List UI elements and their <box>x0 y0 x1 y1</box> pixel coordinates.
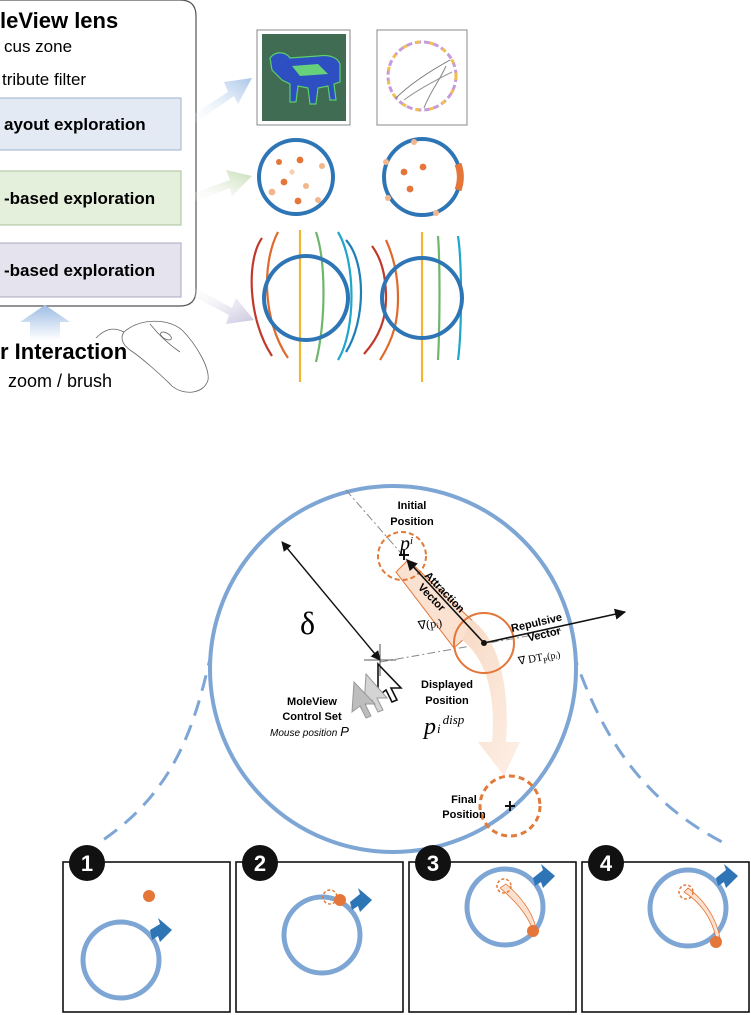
control-set-label-line2: Control Set <box>282 711 342 723</box>
step-number-2: 2 <box>254 851 266 876</box>
step-number-3: 3 <box>427 851 439 876</box>
interaction-up-arrow <box>20 305 70 340</box>
displayed-position-label-line1: Displayed <box>421 679 473 691</box>
lens-diagram: δ Initial Position pi Attrac <box>99 484 731 854</box>
lens-item-focus-zone: cus zone <box>4 37 72 56</box>
final-position-label-line2: Position <box>442 809 486 821</box>
step-panel-2: 2 <box>235 845 404 1013</box>
final-trail-arrow <box>462 620 520 776</box>
lens-panel-frame <box>0 0 197 307</box>
mode-point-box <box>0 170 182 226</box>
point-example-2 <box>382 137 464 217</box>
p-i-symbol: pi <box>398 533 413 555</box>
step-badge-2 <box>242 845 278 881</box>
mode-layout-box <box>0 97 182 151</box>
step-badge-4 <box>588 845 624 881</box>
mode-point-label: -based exploration <box>4 189 155 208</box>
lens-panel-title: leView lens <box>0 8 118 33</box>
displayed-position-label-line2: Position <box>425 695 469 707</box>
step-badge-1 <box>69 845 105 881</box>
user-interaction: r Interaction zoom / brush <box>0 305 209 393</box>
attraction-vector-arrow <box>406 559 485 644</box>
final-position-circle <box>478 774 542 838</box>
panel-connectors <box>185 78 254 324</box>
point-example-1 <box>257 138 335 216</box>
control-set-cursors <box>351 644 403 719</box>
lens-item-attribute-filter: tribute filter <box>2 70 86 89</box>
interaction-title: r Interaction <box>0 339 127 364</box>
control-set-label-line1: MoleView <box>287 696 337 708</box>
mode-layout-label: ayout exploration <box>4 115 146 134</box>
mode-edge-box <box>0 242 182 298</box>
displayed-position-circle <box>453 612 515 674</box>
step-panel-1: 1 <box>62 845 231 1013</box>
layout-connector-arrow <box>185 78 252 126</box>
mode-edge-label: -based exploration <box>4 261 155 280</box>
lens-circle <box>208 484 578 854</box>
interaction-subtitle: zoom / brush <box>8 371 112 391</box>
step-number-4: 4 <box>600 851 613 876</box>
edge-example-2 <box>363 232 464 382</box>
final-position-cross <box>505 801 515 811</box>
repulsive-formula: ∇ DTP(pᵢ) <box>516 649 561 670</box>
left-dashed-flank <box>99 649 214 844</box>
repulsive-vector-arrow <box>483 608 627 644</box>
lens-panel: leView lens cus zone tribute filter ayou… <box>0 0 197 307</box>
step-number-1: 1 <box>81 851 93 876</box>
attraction-formula: ∇(pᵢ) <box>416 615 443 632</box>
step-badge-3 <box>415 845 451 881</box>
delta-symbol: δ <box>300 605 315 641</box>
initial-position-circle <box>377 531 427 581</box>
mouse-position-label: Mouse position P <box>270 724 349 739</box>
right-dashed-flank <box>570 649 731 848</box>
initial-position-label-line1: Initial <box>398 500 427 512</box>
initial-position-cross <box>399 550 409 560</box>
layout-example-radial <box>376 29 468 126</box>
p-disp-symbol: pidisp <box>422 712 465 740</box>
step-panel-3: 3 <box>408 845 577 1013</box>
layout-example-cow <box>256 29 351 126</box>
mouse-sketch <box>95 320 209 393</box>
edge-example-1 <box>250 230 363 382</box>
point-connector-arrow <box>185 170 252 204</box>
step-panel-4: 4 <box>581 845 750 1013</box>
initial-position-label-line2: Position <box>390 516 434 528</box>
final-position-label-line1: Final <box>451 794 477 806</box>
delta-radius-arrow <box>281 541 381 661</box>
edge-connector-arrow <box>185 284 254 324</box>
